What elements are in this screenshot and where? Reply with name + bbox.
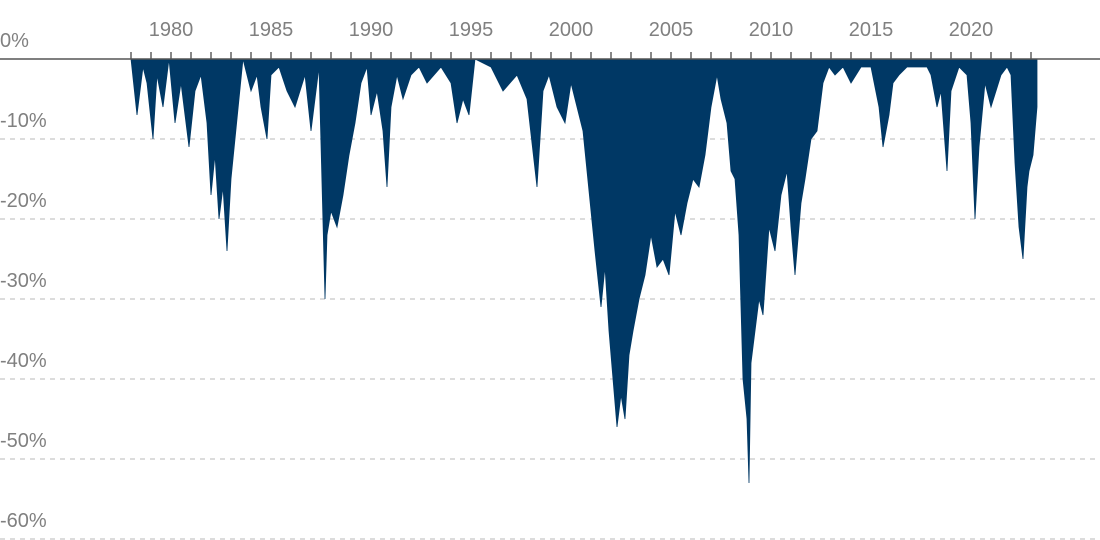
grid-lines [0, 138, 1100, 540]
y-tick-label: -50% [0, 430, 47, 452]
drawdown-area [130, 58, 1038, 484]
y-tick-label: -30% [0, 270, 47, 292]
x-tick-label: 2020 [949, 19, 994, 41]
x-tick-label: 2015 [849, 19, 894, 41]
x-tick-label: 2010 [749, 19, 794, 41]
tick-labels: 0% -10% -20% -30% -40% -50% -60% 1980 1985 1990 19… [0, 19, 993, 532]
y-tick-label: 0% [0, 30, 29, 52]
x-tick-label: 1990 [349, 19, 394, 41]
x-tick-label: 1980 [149, 19, 194, 41]
x-tick-label: 1995 [449, 19, 494, 41]
y-tick-label: -60% [0, 510, 47, 532]
x-tick-label: 2000 [549, 19, 594, 41]
y-tick-label: -10% [0, 110, 47, 132]
series-area [130, 58, 1038, 484]
y-tick-label: -20% [0, 190, 47, 212]
x-tick-label: 1985 [249, 19, 294, 41]
x-tick-label: 2005 [649, 19, 694, 41]
y-tick-label: -40% [0, 350, 47, 372]
x-axis [0, 52, 1100, 60]
